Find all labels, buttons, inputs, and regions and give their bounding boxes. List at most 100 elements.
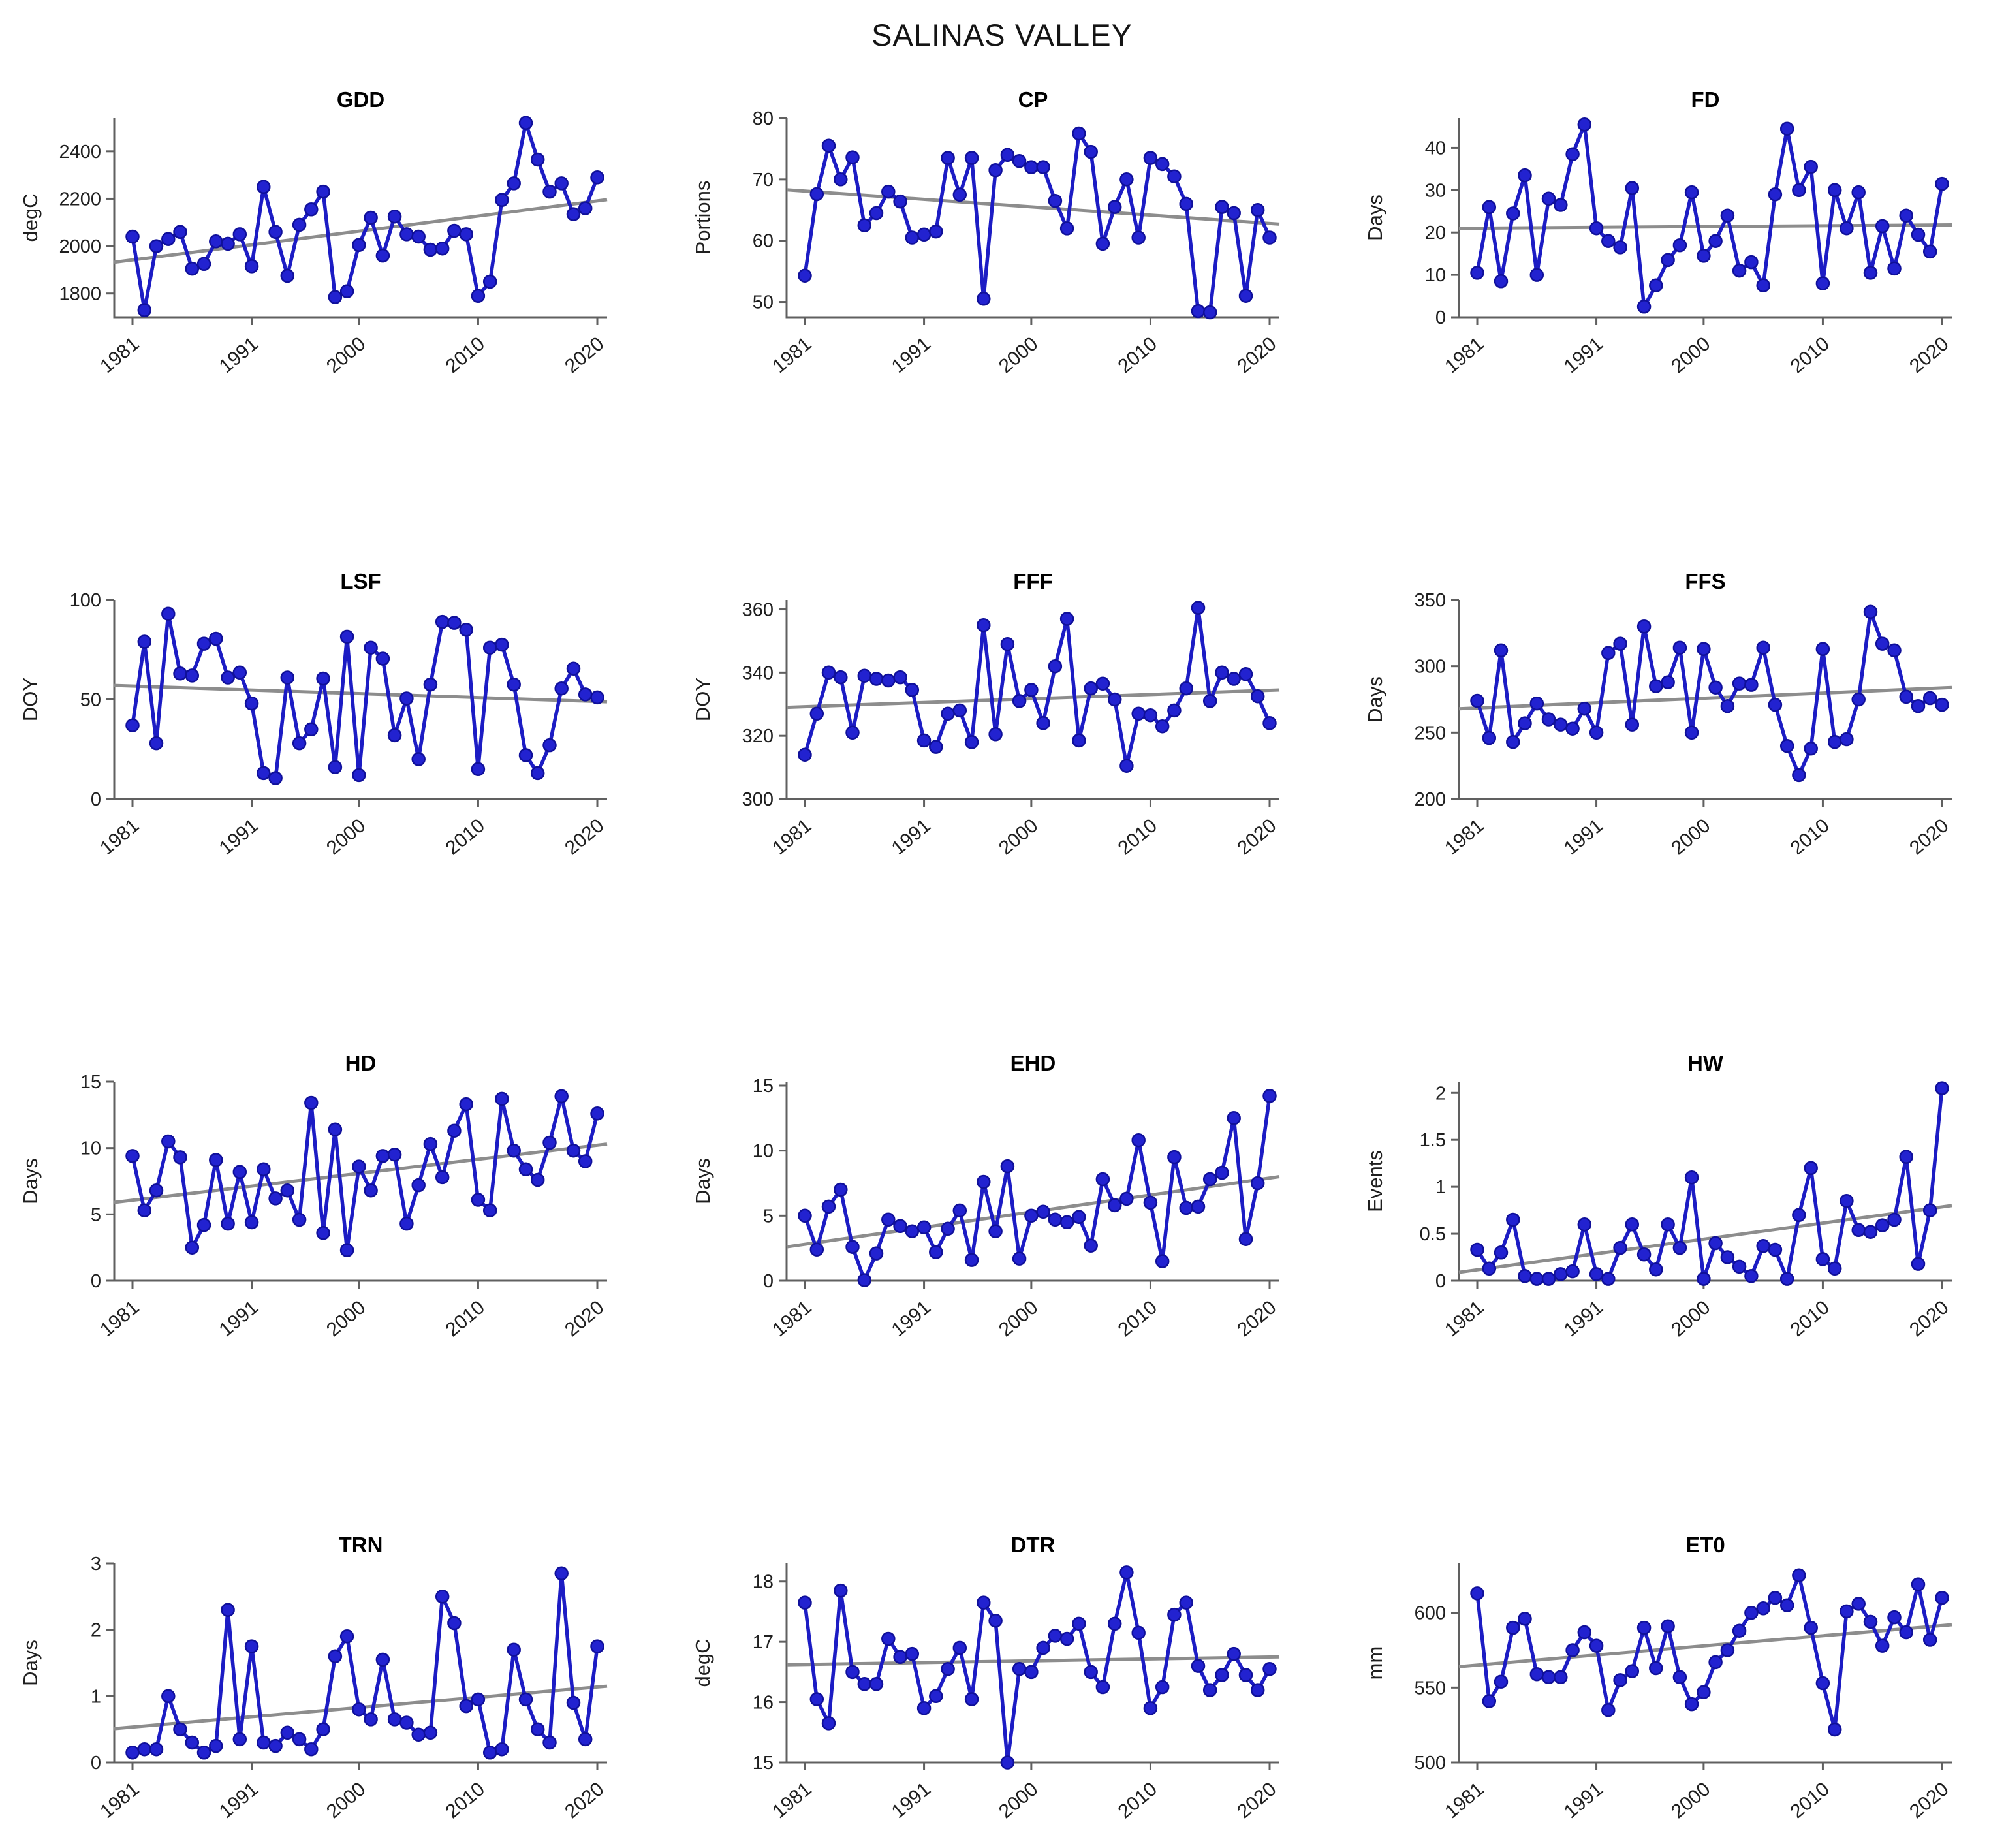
x-tick-label: 1991 xyxy=(888,815,935,859)
data-point xyxy=(977,1595,991,1610)
data-point xyxy=(1262,230,1277,245)
data-point xyxy=(292,217,307,232)
subplot-title: LSF xyxy=(340,571,381,593)
y-tick-label: 2400 xyxy=(59,142,101,163)
subplot-title: EHD xyxy=(1010,1052,1056,1075)
x-tick-label: 1981 xyxy=(96,1296,143,1341)
subplot-fff: 300 320 340 360 1981 1991 2000 2010 2020 DOY FFF xyxy=(689,571,1332,864)
data-point xyxy=(1191,1199,1206,1214)
data-point xyxy=(1792,768,1806,783)
data-point xyxy=(1661,1619,1675,1634)
data-point xyxy=(881,673,896,688)
data-point xyxy=(1911,227,1926,242)
data-point xyxy=(411,1727,426,1742)
x-tick-label: 2020 xyxy=(1905,1296,1952,1341)
data-point xyxy=(1684,1170,1699,1185)
data-point xyxy=(1202,694,1217,708)
data-point xyxy=(352,238,366,253)
data-point xyxy=(1661,1217,1675,1232)
data-point xyxy=(399,691,414,706)
data-point xyxy=(196,257,211,272)
data-point xyxy=(988,1224,1003,1238)
data-point xyxy=(1143,1701,1158,1715)
data-point xyxy=(447,1123,462,1138)
data-point xyxy=(1506,734,1520,749)
subplot-ffs: 200 250 300 350 1981 1991 2000 2010 2020 Days FFS xyxy=(1361,571,2004,864)
data-point xyxy=(1708,234,1723,248)
x-tick-label: 1981 xyxy=(768,1778,815,1823)
data-point xyxy=(149,1183,164,1198)
data-point xyxy=(1262,1661,1277,1676)
data-point xyxy=(1506,206,1520,221)
data-point xyxy=(423,1136,438,1151)
data-point xyxy=(423,242,438,257)
data-point xyxy=(542,184,557,199)
x-tick-label: 1991 xyxy=(215,333,262,377)
data-point xyxy=(1529,1667,1544,1682)
data-point xyxy=(1744,1605,1759,1620)
y-tick-label: 2000 xyxy=(59,236,101,257)
x-tick-label: 1981 xyxy=(1441,1296,1488,1341)
data-point xyxy=(1012,153,1027,168)
data-point xyxy=(952,187,967,202)
data-point xyxy=(1494,274,1509,289)
subplot-title: FFF xyxy=(1013,571,1052,593)
data-point xyxy=(387,209,402,224)
data-point xyxy=(1779,738,1794,753)
gdd-plot-canvas: 1800 2000 2200 2400 1981 1991 2000 2010 2020 degC… xyxy=(19,89,608,377)
data-point xyxy=(185,1240,200,1255)
data-markers xyxy=(798,1089,1277,1287)
data-point xyxy=(821,138,836,153)
data-point xyxy=(1804,1161,1818,1176)
data-point xyxy=(1131,230,1146,245)
data-point xyxy=(988,727,1003,742)
data-point xyxy=(1863,1614,1878,1629)
data-point xyxy=(482,1203,497,1217)
data-point xyxy=(1661,253,1675,268)
data-point xyxy=(952,1640,967,1655)
data-point xyxy=(1589,1267,1604,1281)
y-axis-label: Days xyxy=(691,1158,714,1204)
data-point xyxy=(1215,665,1229,680)
x-tick-label: 1991 xyxy=(888,1778,935,1823)
data-point xyxy=(268,225,283,240)
y-axis-label: Days xyxy=(1364,676,1386,723)
data-point xyxy=(268,1191,283,1206)
data-point xyxy=(916,1701,932,1715)
data-point xyxy=(1565,1264,1580,1279)
y-tick-label: 0.5 xyxy=(1420,1224,1446,1245)
data-point xyxy=(1107,200,1122,214)
data-series-line xyxy=(131,1571,599,1755)
x-tick-label: 2000 xyxy=(322,333,369,377)
data-markers xyxy=(1470,1568,1949,1737)
data-point xyxy=(590,1106,604,1121)
data-point xyxy=(185,261,200,276)
data-point xyxy=(316,1226,330,1240)
data-point xyxy=(280,1183,295,1198)
y-tick-label: 300 xyxy=(1415,657,1446,678)
data-point xyxy=(257,1162,271,1176)
y-tick-label: 10 xyxy=(1425,265,1446,286)
y-tick-label: 50 xyxy=(753,292,774,313)
axes: 0 1 2 3 1981 1991 2000 2010 2020 xyxy=(91,1554,608,1823)
x-tick-label: 2000 xyxy=(1667,333,1714,377)
x-tick-label: 1991 xyxy=(215,1296,262,1341)
data-point xyxy=(1482,1261,1497,1276)
axes: 0 10 20 30 40 1981 1991 2000 2010 2020 xyxy=(1425,118,1952,377)
data-point xyxy=(530,152,545,167)
data-point xyxy=(149,239,164,253)
data-point xyxy=(1899,208,1913,223)
data-point xyxy=(1529,1272,1544,1286)
data-point xyxy=(1059,1215,1074,1230)
data-point xyxy=(1768,697,1783,712)
y-tick-label: 1 xyxy=(1435,1177,1446,1198)
data-point xyxy=(1554,1670,1568,1685)
x-tick-label: 2020 xyxy=(1905,1778,1952,1823)
data-point xyxy=(566,1695,581,1710)
data-point xyxy=(1215,1165,1229,1180)
data-point xyxy=(209,1153,223,1167)
data-point xyxy=(988,163,1003,178)
data-point xyxy=(399,227,414,242)
data-point xyxy=(209,631,223,646)
data-point xyxy=(1250,689,1265,704)
